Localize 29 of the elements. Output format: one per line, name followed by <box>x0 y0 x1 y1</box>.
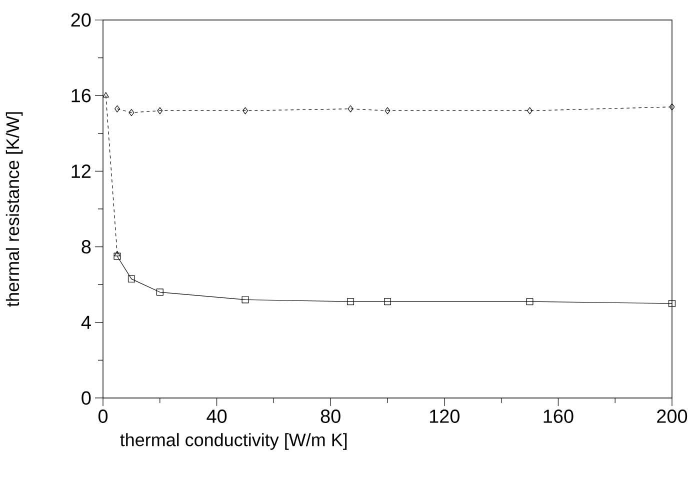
point <box>668 300 676 307</box>
y-axis-title: thermal resistance [K/W] <box>6 112 23 307</box>
x-tick-label: 200 <box>657 410 688 423</box>
y-tick-label: 20 <box>71 13 91 27</box>
point <box>114 105 120 112</box>
x-tick-label: 40 <box>206 410 227 423</box>
point <box>669 103 675 110</box>
point <box>242 107 248 114</box>
point <box>156 288 164 296</box>
point <box>348 105 354 112</box>
point <box>527 107 532 114</box>
x-axis-title: thermal conductivity [W/m K] <box>120 433 347 450</box>
point <box>128 109 134 116</box>
y-tick-label: 12 <box>72 164 91 178</box>
point <box>384 298 391 306</box>
point <box>384 107 390 114</box>
y-tick-label: 8 <box>82 240 91 254</box>
x-tick-label: 120 <box>430 410 460 423</box>
point <box>347 298 354 306</box>
y-tick-label: 4 <box>81 316 91 329</box>
x-tick-label: 160 <box>544 410 574 423</box>
point <box>526 298 534 306</box>
x-tick-label: 0 <box>98 410 108 423</box>
point <box>242 296 249 304</box>
x-tick-label: 80 <box>320 410 340 423</box>
y-tick-label: 0 <box>82 391 91 405</box>
point <box>157 107 163 114</box>
y-tick-label: 16 <box>72 88 91 102</box>
point <box>128 275 135 282</box>
